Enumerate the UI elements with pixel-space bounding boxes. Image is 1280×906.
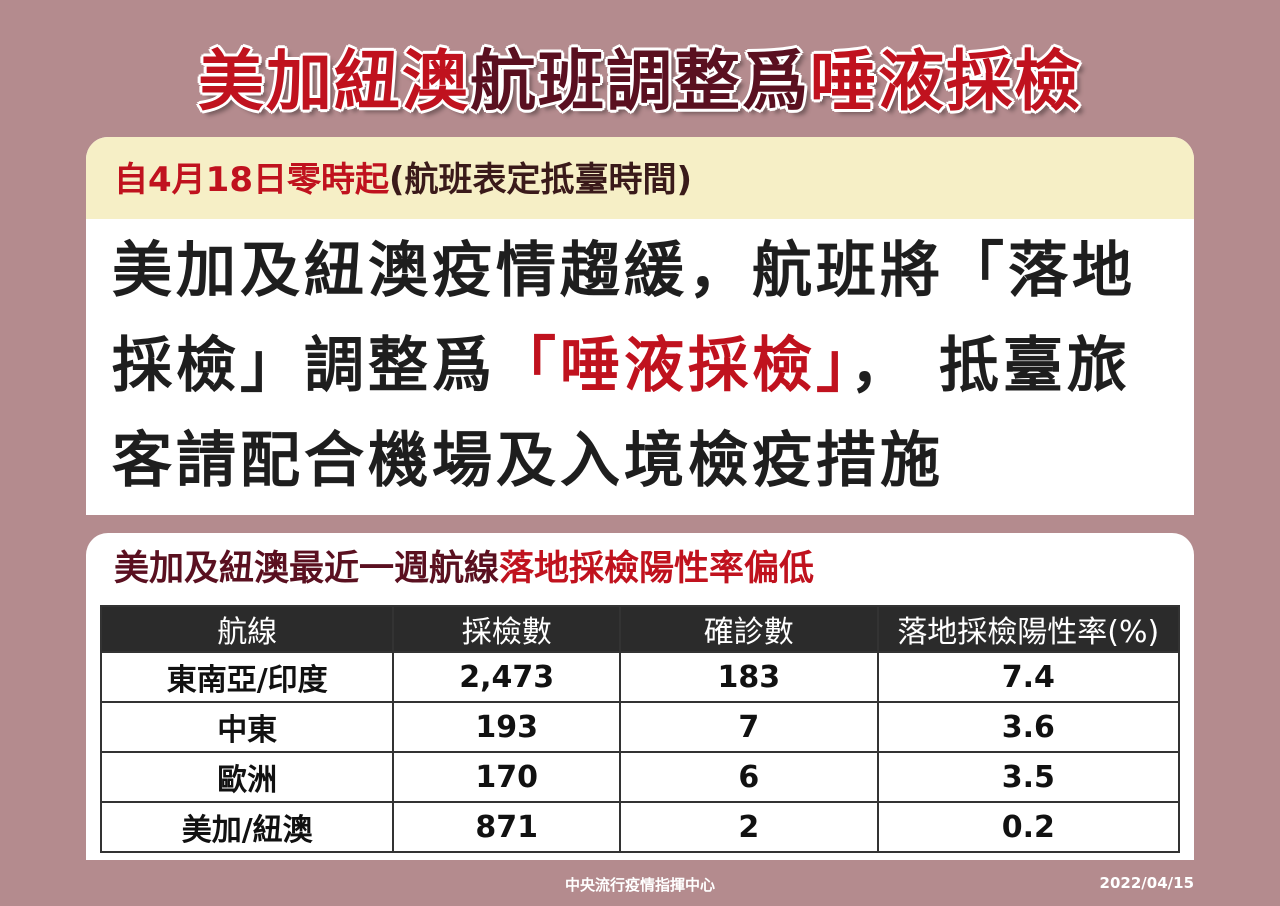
table-cell: 7 xyxy=(619,701,879,753)
date: 2022/04/15 xyxy=(1099,874,1194,892)
section-title: 美加及紐澳最近一週航線落地採檢陽性率偏低 xyxy=(86,533,1194,605)
table-cell: 2 xyxy=(619,801,879,853)
table-cell: 871 xyxy=(392,801,622,853)
table-body: 東南亞/印度 2,473 183 7.4 中東 193 7 3.6 歐洲 170 6 3.5 美加/紐澳… xyxy=(99,651,1181,853)
source: 中央流行疫情指揮中心 xyxy=(564,876,715,894)
text-segment: 唾液採檢 xyxy=(810,43,1082,120)
header-cell: 航線 xyxy=(99,605,395,653)
table-cell: 3.5 xyxy=(876,751,1181,803)
text-segment: 美加及紐澳疫情趨緩，航班將「落地 xyxy=(112,236,1136,306)
table-cell: 193 xyxy=(392,701,622,753)
table-cell: 183 xyxy=(619,651,879,703)
text-segment: 自4月18日零時起 xyxy=(114,160,389,200)
header-cell: 採檢數 xyxy=(392,605,622,653)
table-row: 歐洲 170 6 3.5 xyxy=(99,751,1181,803)
text-segment: 「唾液採檢」 xyxy=(496,331,850,401)
table-row: 中東 193 7 3.6 xyxy=(99,701,1181,753)
text-segment: 美加及紐澳最近一週航線 xyxy=(114,549,500,589)
table-row: 美加/紐澳 871 2 0.2 xyxy=(99,801,1181,853)
table-cell: 6 xyxy=(619,751,879,803)
table-cell: 美加/紐澳 xyxy=(99,801,395,853)
table-row: 東南亞/印度 2,473 183 7.4 xyxy=(99,651,1181,703)
text-segment: 客請配合機場及入境檢疫措施 xyxy=(112,426,944,496)
text-segment: 採檢」調整爲 xyxy=(112,331,496,401)
table-box: 美加及紐澳最近一週航線落地採檢陽性率偏低 航線 採檢數 確診數 落地採檢陽性率(%) … xyxy=(86,533,1194,860)
text-line: 客請配合機場及入境檢疫措施 xyxy=(86,414,1194,509)
text-segment: 落地採檢陽性率偏低 xyxy=(499,549,815,589)
table-cell: 170 xyxy=(392,751,622,803)
text-line: 採檢」調整爲「唾液採檢」， 抵臺旅 xyxy=(86,319,1194,414)
text-line: 美加及紐澳疫情趨緩，航班將「落地 xyxy=(86,224,1194,319)
text-segment: 美加紐澳 xyxy=(198,43,470,120)
table-header: 航線 採檢數 確診數 落地採檢陽性率(%) xyxy=(99,605,1181,653)
text-segment: ， 抵臺旅 xyxy=(850,331,1131,401)
subtitle: 自4月18日零時起(航班表定抵臺時間) xyxy=(86,137,1194,219)
header-cell: 確診數 xyxy=(619,605,879,653)
text-segment: (航班表定抵臺時間) xyxy=(388,160,693,200)
table-cell: 歐洲 xyxy=(99,751,395,803)
text-segment: 航班調整爲 xyxy=(470,43,810,120)
table-cell: 3.6 xyxy=(876,701,1181,753)
table-cell: 0.2 xyxy=(876,801,1181,853)
table-cell: 2,473 xyxy=(392,651,622,703)
table-cell: 中東 xyxy=(99,701,395,753)
notice-box: 自4月18日零時起(航班表定抵臺時間) 美加及紐澳疫情趨緩，航班將「落地 採檢」調… xyxy=(86,137,1194,515)
notice-text: 美加及紐澳疫情趨緩，航班將「落地 採檢」調整爲「唾液採檢」， 抵臺旅 客請配合機場及… xyxy=(86,224,1194,509)
title: 美加紐澳航班調整爲唾液採檢 xyxy=(0,28,1280,124)
table-cell: 7.4 xyxy=(876,651,1181,703)
data-table: 航線 採檢數 確診數 落地採檢陽性率(%) 東南亞/印度 2,473 183 7.4 中東 19… xyxy=(99,605,1181,853)
header-cell: 落地採檢陽性率(%) xyxy=(876,605,1181,653)
table-cell: 東南亞/印度 xyxy=(99,651,395,703)
